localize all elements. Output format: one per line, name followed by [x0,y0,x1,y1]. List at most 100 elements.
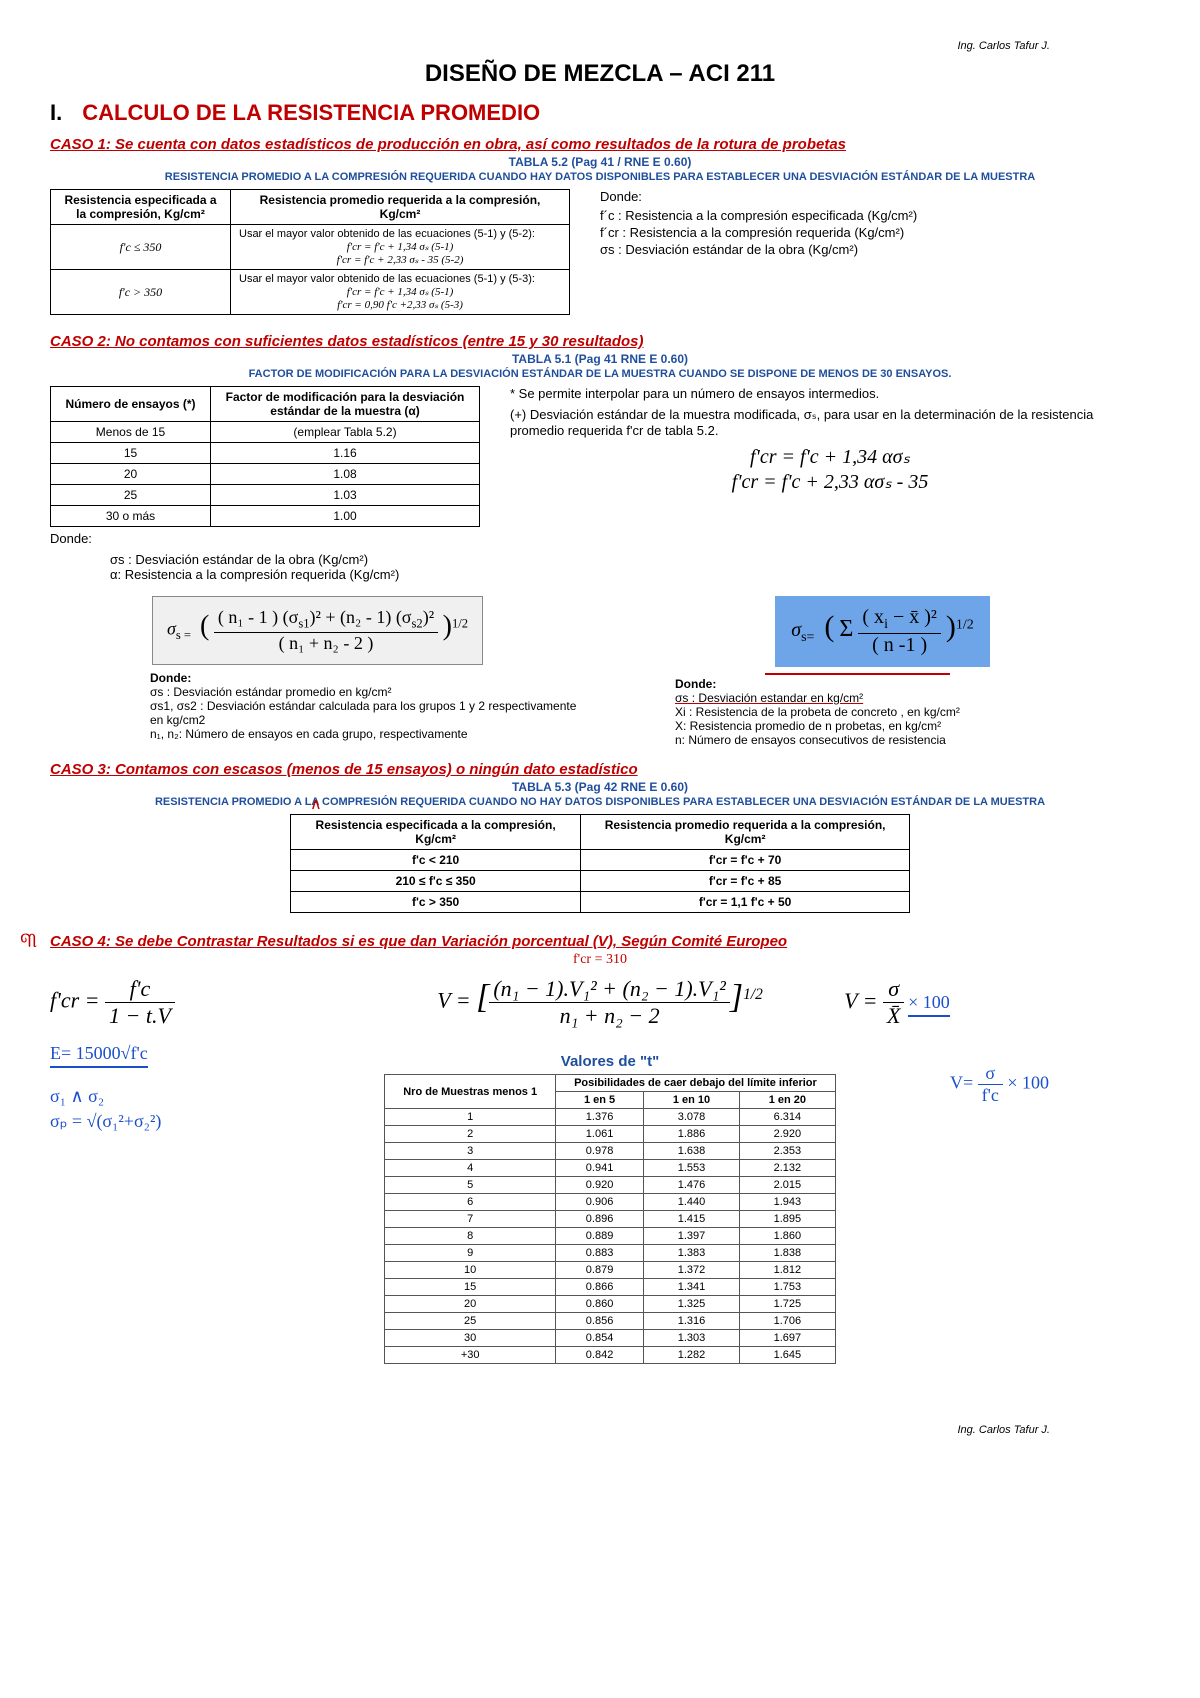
section1-title: CALCULO DE LA RESISTENCIA PROMEDIO [82,100,540,125]
t-cell: 1.753 [739,1279,835,1296]
t-cell: 30 [385,1330,556,1347]
t-cell: 0.920 [556,1177,644,1194]
t-cell: 1 [385,1109,556,1126]
t-cell: 1.397 [644,1228,740,1245]
sigma-sample-formula: σs= ( Σ ( xi − x̄ )²( n -1 ) )1/2 [775,596,990,667]
section1-num: I. [50,100,62,125]
t-cell: 0.941 [556,1160,644,1177]
caso2-fr4: n: Número de ensayos consecutivos de res… [675,733,1150,747]
t-th1: 1 en 5 [556,1092,644,1109]
t-cell: 1.697 [739,1330,835,1347]
caso2-r4c0: 30 o más [51,506,211,527]
caso4-hw-top: f'cr = 310 [50,952,1150,968]
t-cell: 3.078 [644,1109,740,1126]
t-cell: 4 [385,1160,556,1177]
t-cell: 9 [385,1245,556,1262]
t-cell: 1.341 [644,1279,740,1296]
margin-mark-icon: ୩ [20,927,37,953]
caso4-eq-v: V = [(n₁ − 1).V₁² + (n₂ − 1).V₁²n₁ + n₂ … [386,976,814,1029]
caso3-tabla-desc: RESISTENCIA PROMEDIO A LA COMPRESIÓN REQ… [50,796,1150,808]
caso3-r2c0: f'c > 350 [291,892,581,913]
caso1-r1c2c: f'cr = f'c + 2,33 σₛ - 35 (5-2) [239,253,561,266]
caso2-tabla-label: TABLA 5.1 (Pag 41 RNE E 0.60) [50,352,1150,366]
caso1-r1c2: Usar el mayor valor obtenido de las ecua… [231,225,570,270]
t-cell: 1.638 [644,1143,740,1160]
main-title: DISEÑO DE MEZCLA – ACI 211 [50,60,1150,88]
t-table: Nro de Muestras menos 1 Posibilidades de… [384,1074,836,1364]
t-cell: 15 [385,1279,556,1296]
t-cell: 1.440 [644,1194,740,1211]
t-cell: 0.856 [556,1313,644,1330]
author-bottom: Ing. Carlos Tafur J. [50,1424,1050,1436]
caso1-donde: Donde: [600,189,1150,204]
caso1-r2c2: Usar el mayor valor obtenido de las ecua… [231,270,570,315]
caso2-fr2: Xi : Resistencia de la probeta de concre… [675,705,1150,719]
caso2-fr1: σs : Desviación estandar en kg/cm² [675,691,1150,705]
caso1-r2c2a: Usar el mayor valor obtenido de las ecua… [239,273,561,285]
t-cell: 2.920 [739,1126,835,1143]
t-cell: 0.866 [556,1279,644,1296]
caso2-fr-title: Donde: [675,677,1150,691]
caso4-hw-e: E= 15000√f'c [50,1043,148,1068]
caso2-r1c0: 15 [51,443,211,464]
caso2-fr3: X: Resistencia promedio de n probetas, e… [675,719,1150,733]
t-cell: 1.282 [644,1347,740,1364]
caso2-fl-l1: σs : Desviación estándar promedio en kg/… [150,685,585,699]
t-cell: 1.812 [739,1262,835,1279]
t-cell: 1.476 [644,1177,740,1194]
sigma-pooled-formula: σs = ( ( n₁ - 1 ) (σs1)² + (n₂ - 1) (σs2… [152,596,483,665]
caso1-r2c2b: f'cr = f'c + 1,34 σₛ (5-1) [239,285,561,298]
t-cell: 8 [385,1228,556,1245]
caso2-r2c0: 20 [51,464,211,485]
caso4-heading: CASO 4: Se debe Contrastar Resultados si… [50,933,1150,950]
caso4-hw-v2: V= σf'c × 100 [950,1063,1150,1106]
caso1-table: Resistencia especificada a la compresión… [50,189,570,315]
t-cell: 0.889 [556,1228,644,1245]
t-cell: +30 [385,1347,556,1364]
caso3-r1c1: f'cr = f'c + 85 [581,871,910,892]
caso3-th1: Resistencia especificada a la compresión… [291,815,581,850]
t-cell: 1.383 [644,1245,740,1262]
t-cell: 1.303 [644,1330,740,1347]
caso2-note2: (+) Desviación estándar de la muestra mo… [510,407,1150,438]
t-cell: 0.896 [556,1211,644,1228]
caso1-heading: CASO 1: Se cuenta con datos estadísticos… [50,136,1150,153]
caso2-eq1: f'cr = f'c + 1,34 ασₛ [510,444,1150,469]
t-cell: 20 [385,1296,556,1313]
caso1-r2c2c: f'cr = 0,90 f'c +2,33 σₛ (5-3) [239,298,561,311]
t-cell: 0.842 [556,1347,644,1364]
t-cell: 0.883 [556,1245,644,1262]
t-cell: 10 [385,1262,556,1279]
t-cell: 6.314 [739,1109,835,1126]
caso2-fl-l3: n₁, n₂: Número de ensayos en cada grupo,… [150,727,585,741]
caso2-table: Número de ensayos (*) Factor de modifica… [50,386,480,527]
t-th0: Nro de Muestras menos 1 [385,1075,556,1109]
t-cell: 2.353 [739,1143,835,1160]
caso1-d3: σs : Desviación estándar de la obra (Kg/… [600,242,1150,257]
caso2-fl-title: Donde: [150,671,585,685]
caso1-r1c2b: f'cr = f'c + 1,34 σₛ (5-1) [239,240,561,253]
t-cell: 1.376 [556,1109,644,1126]
t-cell: 0.906 [556,1194,644,1211]
caso4-eq-fcr: f'cr = f'c1 − t.V [50,976,356,1029]
t-cell: 1.316 [644,1313,740,1330]
t-cell: 1.895 [739,1211,835,1228]
t-cell: 3 [385,1143,556,1160]
t-cell: 6 [385,1194,556,1211]
caso4-hw-sigmap: σₚ = √(σ₁²+σ₂²) [50,1111,270,1132]
caso2-heading: CASO 2: No contamos con suficientes dato… [50,333,1150,350]
t-cell: 1.372 [644,1262,740,1279]
caso2-donde: Donde: [50,531,480,546]
caso2-eq2: f'cr = f'c + 2,33 ασₛ - 35 [510,469,1150,494]
caso3-tabla-label: TABLA 5.3 (Pag 42 RNE E 0.60) [50,780,1150,794]
t-cell: 2.015 [739,1177,835,1194]
caso3-heading: CASO 3: Contamos con escasos (menos de 1… [50,761,1150,778]
caso1-tabla-label: TABLA 5.2 (Pag 41 / RNE E 0.60) [50,155,1150,169]
t-th3: 1 en 20 [739,1092,835,1109]
caso2-d2: α: Resistencia a la compresión requerida… [110,567,1150,582]
caso1-r1c2a: Usar el mayor valor obtenido de las ecua… [239,228,561,240]
author-top: Ing. Carlos Tafur J. [50,40,1050,52]
caso2-r4c1: 1.00 [211,506,480,527]
t-cell: 5 [385,1177,556,1194]
t-cell: 0.978 [556,1143,644,1160]
